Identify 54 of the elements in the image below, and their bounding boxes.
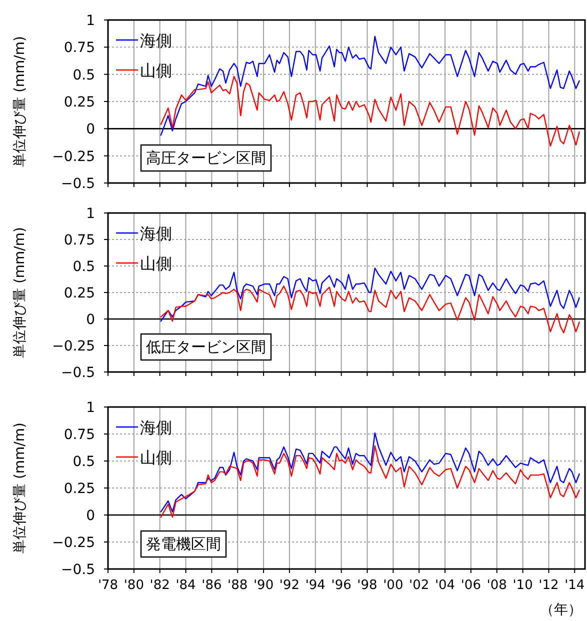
x-tick-label: '82 [150, 578, 170, 593]
text: 発電機区間 [146, 535, 221, 553]
legend-label: 山側 [140, 254, 172, 273]
x-tick-label: '94 [305, 578, 326, 593]
x-tick-label: '98 [357, 578, 378, 593]
y-tick-label: 0.75 [64, 40, 95, 56]
y-axis-title: 単位伸び量 (mm/m) [12, 226, 28, 358]
x-tick-label: '84 [176, 578, 196, 593]
text: 高圧タービン区間 [146, 149, 266, 167]
text: 低圧タービン区間 [146, 338, 266, 356]
y-tick-label: 0 [86, 312, 95, 328]
x-tick-label: '90 [253, 578, 274, 593]
y-tick-label: −0.5 [61, 562, 95, 578]
y-tick-label: 1 [86, 13, 95, 29]
y-axis-title: 単位伸び量 (mm/m) [12, 422, 28, 554]
legend-label: 山側 [140, 448, 172, 467]
y-tick-label: 0.25 [64, 286, 95, 302]
y-tick-label: 0 [86, 122, 95, 138]
y-tick-label: −0.25 [52, 535, 95, 551]
y-tick-label: 0.25 [64, 481, 95, 497]
y-tick-label: 0.75 [64, 232, 95, 248]
x-tick-label: '12 [538, 578, 559, 593]
x-tick-label: '88 [228, 578, 248, 593]
y-tick-label: −0.25 [52, 148, 95, 165]
x-tick-label: '10 [512, 578, 533, 593]
x-tick-label: '96 [331, 578, 352, 593]
x-tick-label: '86 [202, 578, 222, 593]
x-tick-label: '00 [383, 578, 404, 593]
line-series [160, 286, 580, 334]
x-tick-label: '78 [98, 578, 118, 593]
y-tick-label: −0.5 [61, 176, 95, 192]
x-tick-label: '02 [409, 578, 430, 593]
y-tick-label: 0.5 [72, 454, 95, 470]
y-tick-label: −0.25 [52, 338, 95, 354]
y-tick-label: −0.5 [61, 365, 95, 381]
legend-label: 海側 [140, 224, 172, 243]
x-tick-label: '04 [434, 578, 456, 593]
x-tick-label: '80 [124, 578, 144, 593]
y-tick-label: 0.25 [64, 94, 95, 110]
legend-label: 山側 [140, 61, 172, 80]
y-tick-label: 1 [86, 206, 95, 222]
x-tick-label: '08 [486, 578, 507, 593]
y-tick-label: 0.5 [72, 67, 95, 84]
y-tick-label: 1 [86, 400, 95, 416]
x-tick-label: '06 [460, 578, 481, 593]
x-tick-label: '14 [564, 578, 585, 593]
legend-label: 海側 [140, 31, 172, 50]
legend-label: 海側 [140, 418, 172, 437]
x-tick-label: '92 [279, 578, 300, 593]
y-tick-label: 0.75 [64, 427, 95, 443]
y-tick-label: 0 [86, 508, 95, 524]
y-tick-label: 0.5 [72, 259, 95, 275]
y-axis-title: 単位伸び量 (mm/m) [12, 36, 28, 168]
x-axis-title: （年） [540, 602, 582, 618]
